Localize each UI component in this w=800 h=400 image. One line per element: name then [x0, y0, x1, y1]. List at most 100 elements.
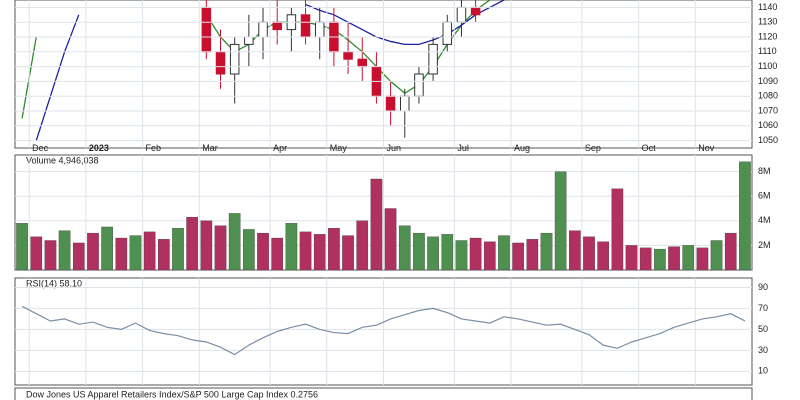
- x-tick-label: Nov: [698, 143, 715, 153]
- volume-bar: [228, 213, 241, 271]
- y-tick-label: 90: [758, 282, 768, 292]
- y-tick-label: 70: [758, 303, 768, 313]
- candle-body: [314, 21, 325, 38]
- y-tick-label: 4M: [758, 215, 771, 225]
- volume-bar: [583, 236, 595, 271]
- candle-body: [400, 95, 410, 112]
- y-tick-label: 2M: [758, 240, 771, 250]
- volume-bar: [313, 234, 326, 271]
- volume-title: Volume 4,946,038: [26, 155, 99, 165]
- y-tick-label: 30: [758, 345, 768, 355]
- x-tick-label: Apr: [273, 143, 287, 153]
- volume-bar: [739, 161, 751, 271]
- volume-bar: [710, 240, 723, 271]
- volume-bar: [115, 237, 128, 271]
- y-tick-label: 6M: [758, 191, 771, 201]
- candle-body: [201, 6, 212, 53]
- ratio-panel: [14, 387, 753, 400]
- volume-bar: [101, 226, 113, 271]
- x-tick-label: Sep: [585, 143, 601, 153]
- candle-body: [442, 21, 453, 45]
- x-tick-label: 2023: [89, 143, 109, 153]
- candle-body: [428, 43, 438, 75]
- candle-body: [215, 51, 226, 75]
- volume-bar: [724, 232, 737, 271]
- volume-bar: [625, 245, 638, 271]
- volume-bar: [44, 240, 57, 271]
- ratio-title: Dow Jones US Apparel Retailers Index/S&P…: [26, 389, 318, 399]
- volume-bar: [682, 245, 695, 271]
- volume-bar: [398, 225, 411, 271]
- y-tick-label: 1100: [758, 61, 777, 71]
- volume-bar: [483, 241, 496, 271]
- volume-bar: [243, 229, 255, 271]
- y-tick-label: 8M: [758, 166, 771, 176]
- volume-bar: [384, 208, 397, 271]
- candle-body: [272, 21, 282, 31]
- volume-bar: [427, 236, 439, 271]
- x-tick-label: Aug: [514, 143, 530, 153]
- y-tick-label: 1050: [758, 135, 778, 145]
- volume-bar: [441, 234, 454, 271]
- candle-body: [343, 51, 353, 60]
- volume-bar: [668, 246, 680, 271]
- volume-bar: [540, 232, 553, 271]
- volume-bar: [257, 232, 269, 271]
- volume-bar: [455, 240, 468, 271]
- y-tick-label: 1060: [758, 120, 778, 130]
- x-tick-label: Jul: [457, 143, 469, 153]
- candle-body: [470, 6, 481, 16]
- y-tick-label: 1090: [758, 76, 778, 86]
- volume-bar: [285, 223, 298, 271]
- volume-bar: [214, 225, 227, 271]
- volume-bar: [143, 231, 156, 271]
- volume-bar: [172, 228, 184, 271]
- x-tick-label: Jun: [387, 143, 402, 153]
- volume-bar: [554, 171, 567, 271]
- volume-bar: [328, 228, 340, 271]
- volume-bar: [526, 239, 539, 271]
- y-tick-label: 1120: [758, 31, 777, 41]
- volume-bar: [72, 242, 85, 271]
- x-tick-label: Mar: [202, 143, 218, 153]
- volume-bar: [157, 239, 170, 271]
- volume-bar: [611, 188, 624, 271]
- volume-bar: [512, 242, 524, 271]
- y-tick-label: 1080: [758, 91, 778, 101]
- volume-bar: [654, 248, 666, 271]
- volume-bar: [356, 220, 369, 271]
- rsi-title: RSI(14) 58.10: [26, 278, 82, 288]
- candle-body: [300, 14, 311, 38]
- volume-bar: [30, 236, 43, 271]
- x-tick-label: May: [330, 143, 348, 153]
- volume-bar: [342, 235, 354, 271]
- y-tick-label: 1130: [758, 17, 777, 27]
- volume-bar: [200, 220, 213, 271]
- volume-bar: [370, 178, 383, 271]
- y-tick-label: 50: [758, 324, 768, 334]
- volume-bar: [569, 230, 581, 271]
- volume-bar: [58, 230, 71, 271]
- candle-body: [258, 21, 268, 38]
- y-tick-label: 1140: [758, 2, 777, 12]
- candle-body: [229, 43, 240, 75]
- x-tick-label: Oct: [642, 143, 657, 153]
- candle-body: [357, 58, 367, 68]
- x-tick-label: Feb: [146, 143, 162, 153]
- volume-bar: [639, 247, 652, 271]
- candle-body: [244, 36, 254, 45]
- volume-bar: [186, 216, 198, 271]
- y-tick-label: 10: [758, 366, 768, 376]
- x-tick-label: Dec: [32, 143, 49, 153]
- candle-body: [456, 6, 467, 23]
- rsi-line: [21, 305, 746, 356]
- candle-body: [414, 73, 424, 97]
- volume-bar: [129, 235, 142, 271]
- volume-bar: [271, 237, 284, 271]
- y-tick-label: 1110: [758, 46, 777, 56]
- candle-body: [385, 95, 396, 112]
- y-tick-label: 1070: [758, 105, 778, 115]
- volume-bar: [16, 223, 28, 271]
